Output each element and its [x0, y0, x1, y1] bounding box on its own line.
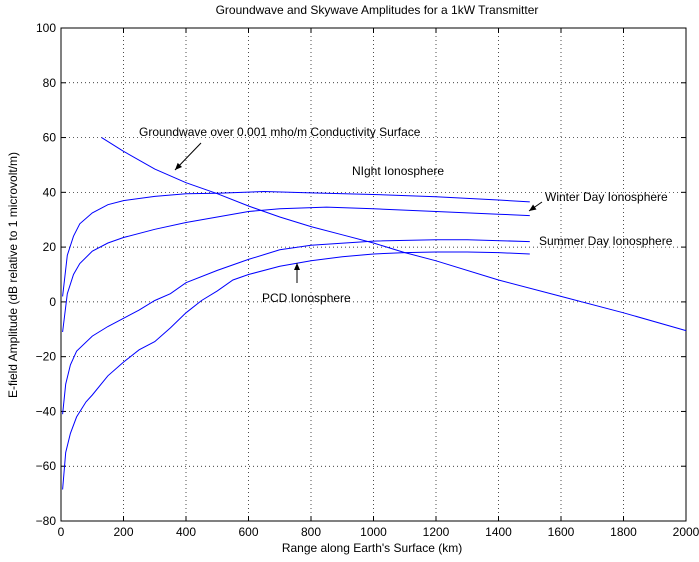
annotation-winter-day-ionosphere: Winter Day Ionosphere — [545, 190, 668, 204]
series-lines — [62, 137, 687, 490]
x-tick-label: 1600 — [548, 525, 575, 539]
x-tick-label: 1400 — [485, 525, 512, 539]
x-tick-label: 800 — [301, 525, 321, 539]
y-tick-label: 60 — [43, 131, 57, 145]
annotation-night-ionosphere: NIght Ionosphere — [352, 164, 444, 178]
y-tick-label: 20 — [43, 240, 57, 254]
axis-ticks: 0 200 400 600 800 1000 1200 1400 1600 1800 2000−80… — [36, 21, 699, 539]
series-line-groundwave — [101, 137, 687, 332]
y-tick-label: 0 — [49, 295, 56, 309]
x-tick-label: 400 — [176, 525, 196, 539]
x-tick-label: 200 — [113, 525, 133, 539]
annotation-summer-day-ionosphere: Summer Day Ionosphere — [539, 234, 673, 248]
y-tick-label: −20 — [36, 350, 57, 364]
series-line-night-ionosphere — [62, 190, 530, 297]
series-line-pcd-ionosphere — [62, 251, 530, 490]
x-tick-label: 600 — [238, 525, 258, 539]
y-tick-label: −80 — [36, 514, 57, 528]
y-tick-label: −40 — [36, 404, 57, 418]
arrow-winter-day-head — [529, 204, 537, 211]
arrow-pcd — [294, 263, 300, 283]
plot-frame — [60, 27, 687, 522]
arrow-groundwave — [174, 142, 202, 171]
y-tick-label: 40 — [43, 185, 57, 199]
y-tick-label: 80 — [43, 76, 57, 90]
x-tick-label: 1200 — [423, 525, 450, 539]
annotation-arrows — [174, 142, 543, 283]
annotation-pcd-ionosphere: PCD Ionosphere — [262, 291, 351, 305]
arrow-groundwave-head — [175, 162, 183, 170]
y-tick-label: −60 — [36, 459, 57, 473]
annotation-groundwave: Groundwave over 0.001 mho/m Conductivity… — [139, 125, 421, 139]
arrow-winter-day — [528, 201, 543, 212]
x-tick-label: 1800 — [610, 525, 637, 539]
y-tick-label: 100 — [36, 21, 56, 35]
series-line-summer-day-ionosphere — [62, 239, 530, 415]
grid — [61, 28, 686, 521]
series-line-winter-day-ionosphere — [62, 206, 530, 333]
y-axis-label: E-field Amplitude (dB relative to 1 micr… — [6, 152, 20, 398]
arrow-pcd-head — [294, 263, 300, 270]
x-tick-label: 1000 — [360, 525, 387, 539]
x-axis-label: Range along Earth's Surface (km) — [282, 541, 462, 555]
x-tick-label: 0 — [58, 525, 65, 539]
x-tick-label: 2000 — [673, 525, 699, 539]
chart-title: Groundwave and Skywave Amplitudes for a … — [216, 3, 539, 17]
